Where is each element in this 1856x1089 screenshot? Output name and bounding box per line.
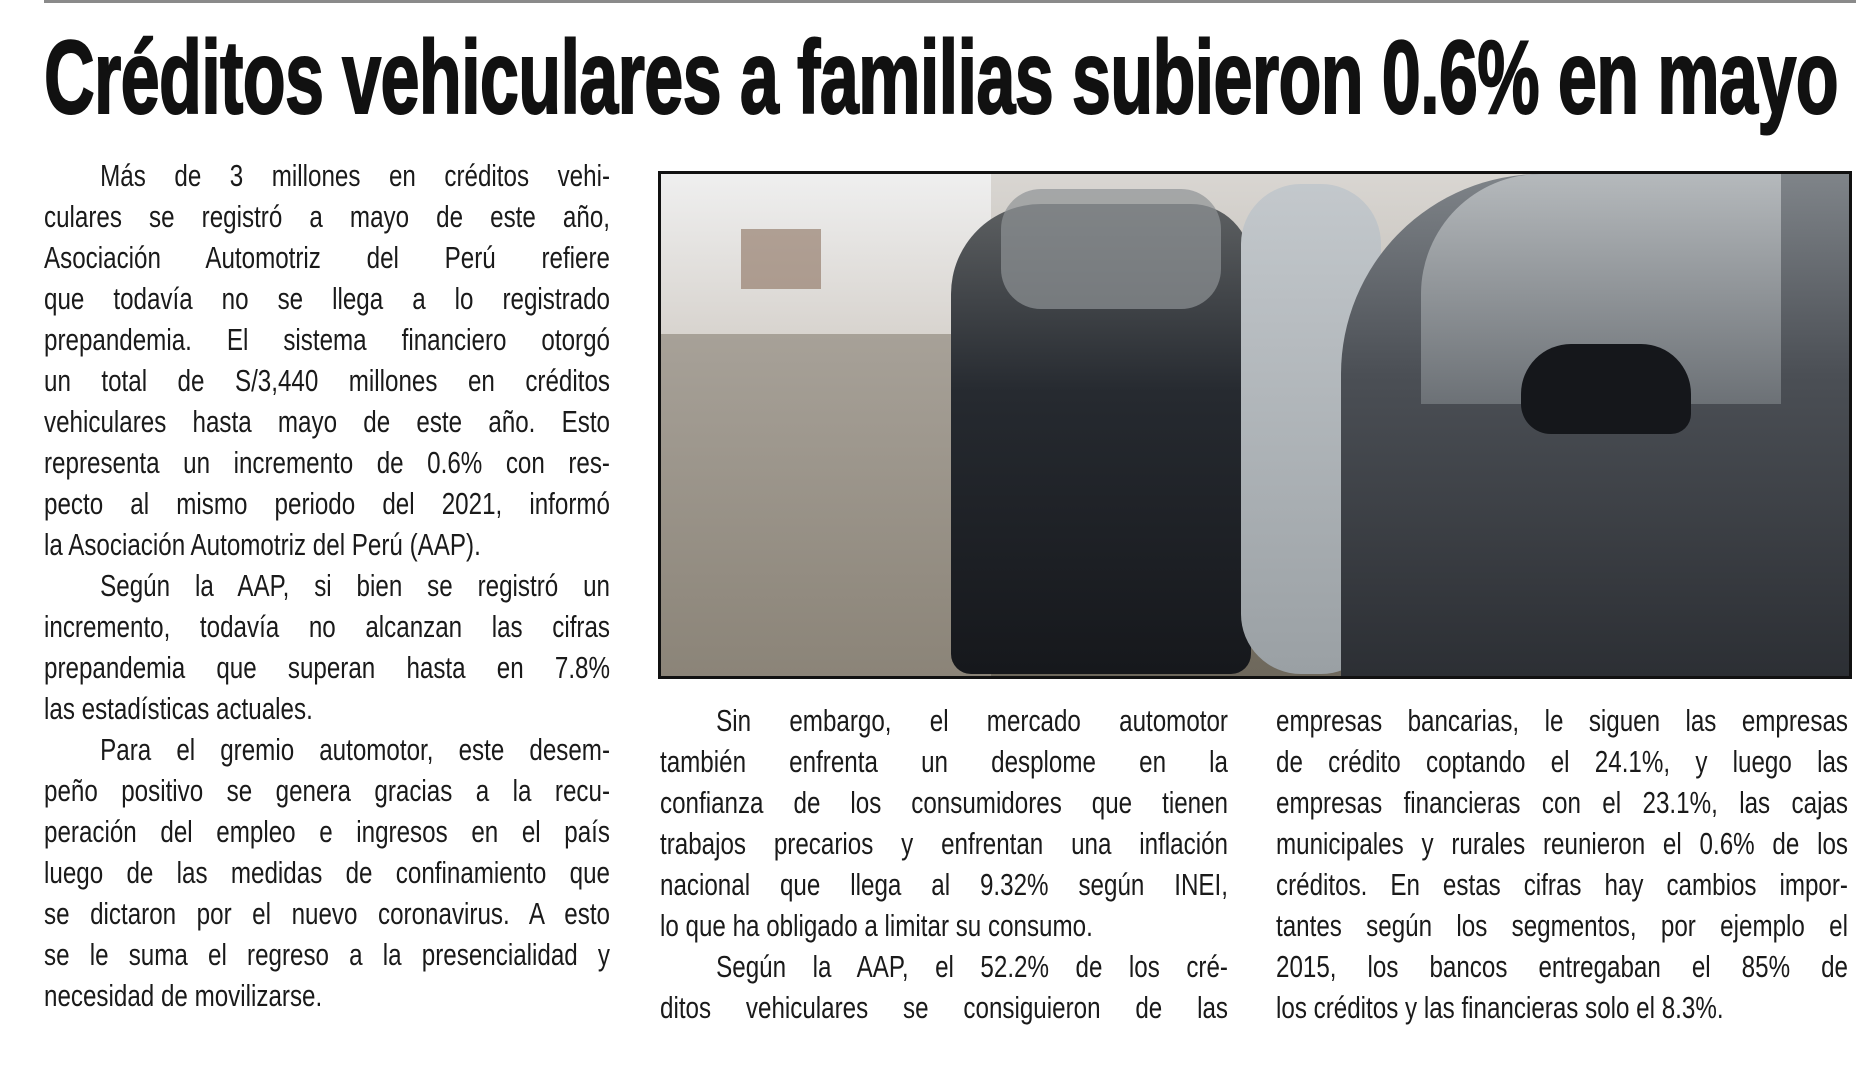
text-line: Según la AAP, si bien se registró un: [100, 568, 610, 603]
text-line: Sin embargo, el mercado automotor: [716, 703, 1228, 738]
paragraph: empresas bancarias, le siguen las empres…: [1276, 700, 1848, 1028]
headline: Créditos vehiculares a familias subieron…: [43, 19, 1839, 137]
article-column-3: empresas bancarias, le siguen las empres…: [1276, 700, 1848, 1028]
text-line: ditos vehiculares se consiguieron de las: [660, 990, 1228, 1025]
text-line: un total de S/3,440 millones en créditos: [44, 363, 610, 398]
text-line: empresas bancarias, le siguen las empres…: [1276, 703, 1848, 738]
paragraph: Más de 3 millones en créditos vehi-cular…: [44, 155, 610, 565]
text-line: confianza de los consumidores que tienen: [660, 785, 1228, 820]
text-line: representa un incremento de 0.6% con res…: [44, 445, 610, 480]
parked-cars-photo: [658, 171, 1852, 679]
text-line: incremento, todavía no alcanzan las cifr…: [44, 609, 610, 644]
article-column-2: Sin embargo, el mercado automotor también…: [660, 700, 1228, 1028]
text-line: que todavía no se llega a lo registrado: [44, 281, 610, 316]
text-line: prepandemia. El sistema financiero otorg…: [44, 322, 610, 357]
top-rule: [44, 0, 1856, 3]
text-line: necesidad de movilizarse.: [44, 978, 323, 1013]
text-line: se le suma el regreso a la presencialida…: [44, 937, 610, 972]
text-line: Para el gremio automotor, este desem-: [100, 732, 610, 767]
text-line: Asociación Automotriz del Perú refiere: [44, 240, 610, 275]
text-line: las estadísticas actuales.: [44, 691, 313, 726]
paragraph: Según la AAP, el 52.2% de los cré-ditos …: [660, 946, 1228, 1028]
text-line: Más de 3 millones en créditos vehi-: [100, 158, 610, 193]
text-line: también enfrenta un desplome en la: [660, 744, 1228, 779]
paragraph: Para el gremio automotor, este desem-peñ…: [44, 729, 610, 1016]
text-line: tantes según los segmentos, por ejemplo …: [1276, 908, 1848, 943]
text-line: luego de las medidas de confinamiento qu…: [44, 855, 610, 890]
text-line: trabajos precarios y enfrentan una infla…: [660, 826, 1228, 861]
text-line: municipales y rurales reunieron el 0.6% …: [1276, 826, 1848, 861]
text-line: peración del empleo e ingresos en el paí…: [44, 814, 610, 849]
article-column-1: Más de 3 millones en créditos vehi-cular…: [44, 155, 610, 1016]
text-line: 2015, los bancos entregaban el 85% de: [1276, 949, 1848, 984]
text-line: nacional que llega al 9.32% según INEI,: [660, 867, 1228, 902]
text-line: la Asociación Automotriz del Perú (AAP).: [44, 527, 481, 562]
text-line: de crédito coptando el 24.1%, y luego la…: [1276, 744, 1848, 779]
text-line: pecto al mismo periodo del 2021, informó: [44, 486, 610, 521]
text-line: peño positivo se genera gracias a la rec…: [44, 773, 610, 808]
text-line: prepandemia que superan hasta en 7.8%: [44, 650, 610, 685]
text-line: culares se registró a mayo de este año,: [44, 199, 610, 234]
paragraph: Sin embargo, el mercado automotor también…: [660, 700, 1228, 946]
text-line: créditos. En estas cifras hay cambios im…: [1276, 867, 1848, 902]
paragraph: Según la AAP, si bien se registró un incr…: [44, 565, 610, 729]
text-line: vehiculares hasta mayo de este año. Esto: [44, 404, 610, 439]
text-line: Según la AAP, el 52.2% de los cré-: [716, 949, 1228, 984]
text-line: los créditos y las financieras solo el 8…: [1276, 990, 1724, 1025]
text-line: empresas financieras con el 23.1%, las c…: [1276, 785, 1848, 820]
text-line: lo que ha obligado a limitar su consumo.: [660, 908, 1093, 943]
text-line: se dictaron por el nuevo coronavirus. A …: [44, 896, 610, 931]
